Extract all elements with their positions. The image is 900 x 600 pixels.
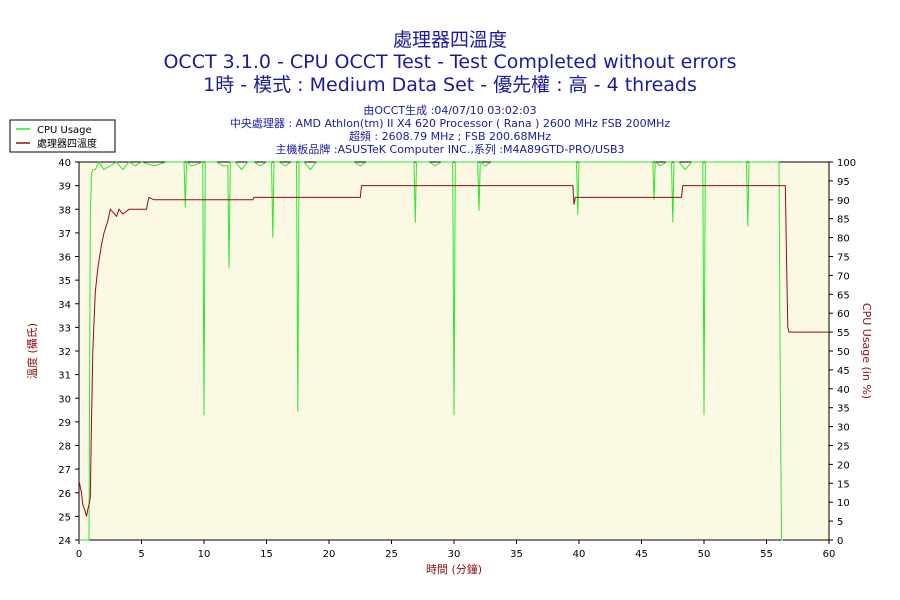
y-right-axis: 0 5 10 15 20 25 30 35 40 45 50 55 60 65 70 75 80 85 90 95 10…	[829, 158, 856, 547]
y-left-axis-label: 溫度 (攝氏)	[25, 323, 39, 379]
y-right-tick-label: 80	[837, 234, 850, 245]
x-tick-label: 5	[138, 549, 144, 560]
y-left-tick-label: 34	[58, 300, 71, 311]
x-tick-label: 10	[198, 549, 211, 560]
y-right-tick-label: 15	[837, 479, 850, 490]
y-left-tick-label: 38	[58, 205, 71, 216]
y-left-tick-label: 37	[58, 229, 71, 240]
chart-info-line-2: 中央處理器 : AMD Athlon(tm) II X4 620 Process…	[230, 116, 671, 130]
chart-title-line-2: OCCT 3.1.0 - CPU OCCT Test - Test Comple…	[163, 51, 736, 73]
x-tick-label: 50	[698, 549, 711, 560]
x-axis: 0 5 10 15 20 25 30 35 40 45 50 55 60	[76, 540, 836, 560]
x-tick-label: 20	[323, 549, 336, 560]
x-axis-label: 時間 (分鐘)	[426, 562, 482, 576]
series-line-cpu-usage	[79, 160, 783, 541]
y-left-tick-label: 31	[58, 371, 71, 382]
y-right-tick-label: 95	[837, 177, 850, 188]
y-right-tick-label: 20	[837, 460, 850, 471]
x-tick-label: 0	[76, 549, 82, 560]
y-left-tick-label: 26	[58, 489, 71, 500]
y-left-tick-label: 30	[58, 394, 71, 405]
y-right-tick-label: 45	[837, 366, 850, 377]
y-right-tick-label: 10	[837, 498, 850, 509]
y-right-tick-label: 85	[837, 215, 850, 226]
x-tick-label: 15	[260, 549, 273, 560]
y-right-tick-label: 65	[837, 290, 850, 301]
x-tick-label: 55	[760, 549, 773, 560]
x-tick-label: 30	[448, 549, 461, 560]
series-line-temperature	[78, 185, 829, 517]
y-right-tick-label: 75	[837, 253, 850, 264]
y-left-tick-label: 32	[58, 347, 71, 358]
y-right-tick-label: 25	[837, 442, 850, 453]
y-right-tick-label: 90	[837, 196, 850, 207]
y-right-tick-label: 60	[837, 309, 850, 320]
y-left-tick-label: 24	[58, 536, 71, 547]
y-right-tick-label: 0	[837, 536, 843, 547]
y-left-tick-label: 29	[58, 418, 71, 429]
y-left-tick-label: 39	[58, 182, 71, 193]
y-left-tick-label: 33	[58, 323, 71, 334]
y-left-tick-label: 27	[58, 465, 71, 476]
y-right-tick-label: 50	[837, 347, 850, 358]
chart-info-line-4: 主機板品牌 :ASUSTeK Computer INC.,系列 :M4A89GT…	[275, 142, 624, 156]
x-tick-label: 35	[510, 549, 523, 560]
x-tick-label: 45	[635, 549, 648, 560]
y-right-tick-label: 35	[837, 404, 850, 415]
legend-label-temperature: 處理器四溫度	[37, 137, 97, 150]
chart-info-line-3: 超頻 : 2608.79 MHz ; FSB 200.68MHz	[349, 129, 551, 143]
y-left-tick-label: 28	[58, 442, 71, 453]
y-right-tick-label: 40	[837, 385, 850, 396]
y-left-tick-label: 36	[58, 253, 71, 264]
y-right-tick-label: 55	[837, 328, 850, 339]
x-tick-label: 25	[385, 549, 398, 560]
legend-label-cpu-usage: CPU Usage	[37, 125, 92, 136]
y-right-tick-label: 100	[837, 158, 856, 169]
y-right-tick-label: 5	[837, 517, 843, 528]
y-left-tick-label: 35	[58, 276, 71, 287]
legend: CPU Usage 處理器四溫度	[9, 119, 116, 153]
x-tick-label: 60	[823, 549, 836, 560]
y-right-tick-label: 70	[837, 271, 850, 282]
chart-title-line-3: 1時 - 模式 : Medium Data Set - 優先權 : 高 - 4 …	[203, 74, 697, 96]
chart-title-line-1: 處理器四溫度	[393, 29, 507, 51]
legend-box	[9, 119, 116, 153]
y-left-tick-label: 25	[58, 512, 71, 523]
y-right-tick-label: 30	[837, 423, 850, 434]
y-left-axis: 24 25 26 27 28 29 30 31 32 33 34 35 36 37 38 39 40	[58, 158, 79, 547]
y-left-tick-label: 40	[58, 158, 71, 169]
chart-info-line-1: 由OCCT生成 :04/07/10 03:02:03	[363, 103, 536, 117]
x-tick-label: 40	[573, 549, 586, 560]
y-right-axis-label: CPU Usage (in %)	[860, 303, 873, 399]
